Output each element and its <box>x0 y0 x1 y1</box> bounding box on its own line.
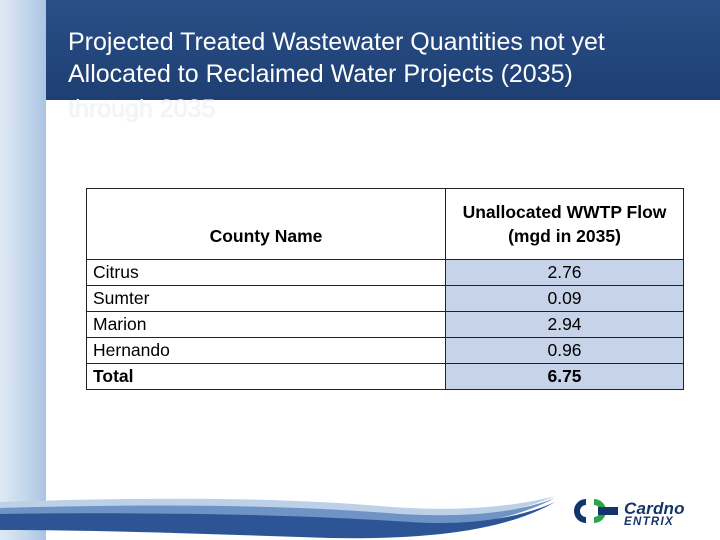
wave-swoosh-decoration <box>0 496 555 539</box>
total-flow-cell: 6.75 <box>445 363 684 390</box>
slide-title-line-2: Allocated to Reclaimed Water Projects (2… <box>68 60 573 88</box>
title-bar <box>46 0 720 100</box>
flow-cell: 2.94 <box>445 311 684 338</box>
table-row: Citrus 2.76 <box>86 259 684 286</box>
flow-header-line-1: Unallocated WWTP Flow <box>462 202 667 222</box>
flow-cell: 0.09 <box>445 285 684 312</box>
wastewater-table: County Name Unallocated WWTP Flow (mgd i… <box>86 188 684 390</box>
county-cell: Hernando <box>86 337 446 364</box>
slide-title-line-1: Projected Treated Wastewater Quantities … <box>68 28 605 56</box>
logo-subtext: ENTRIX <box>624 516 674 528</box>
county-cell: Marion <box>86 311 446 338</box>
flow-header-line-2: (mgd in 2035) <box>508 226 621 246</box>
table-row: Hernando 0.96 <box>86 337 684 364</box>
county-cell: Sumter <box>86 285 446 312</box>
county-cell: Citrus <box>86 259 446 286</box>
table-total-row: Total 6.75 <box>86 363 684 390</box>
slide-title-ghost-line: through 2035 <box>68 95 216 123</box>
table-header-row: County Name Unallocated WWTP Flow (mgd i… <box>86 188 684 260</box>
slide-title: Projected Treated Wastewater Quantities … <box>68 26 708 90</box>
flow-header: Unallocated WWTP Flow (mgd in 2035) <box>445 188 684 260</box>
table-row: Sumter 0.09 <box>86 285 684 312</box>
flow-cell: 0.96 <box>445 337 684 364</box>
logo-wordmark: Cardno <box>624 499 685 518</box>
flow-cell: 2.76 <box>445 259 684 286</box>
table-row: Marion 2.94 <box>86 311 684 338</box>
cardno-logo-icon <box>574 499 618 523</box>
county-name-header: County Name <box>86 188 446 260</box>
total-label-cell: Total <box>86 363 446 390</box>
left-decorative-strip <box>0 0 46 540</box>
